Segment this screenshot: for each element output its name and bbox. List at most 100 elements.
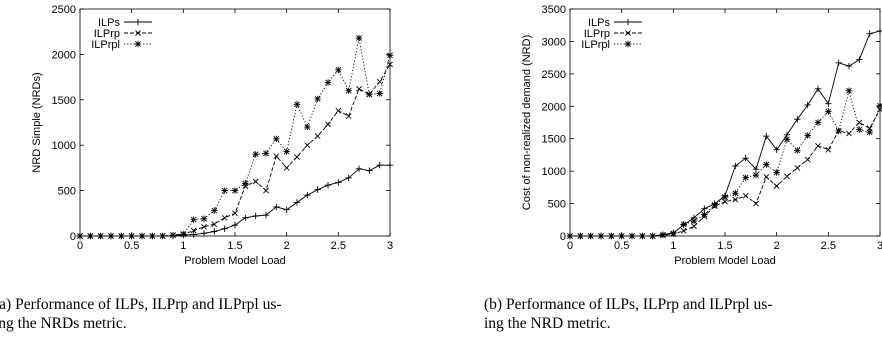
chart-a-series-ILPrpl-point xyxy=(118,232,125,240)
chart-a-series-ILPrp-point xyxy=(190,227,197,234)
chart-b-legend-label-ILPrp: ILPrp xyxy=(584,28,610,40)
chart-a-series-ILPs-point xyxy=(324,181,332,189)
chart-b-x-axis-label: Problem Model Load xyxy=(674,255,776,267)
chart-a-x-tick-label: 1 xyxy=(180,240,186,252)
chart-b-series-ILPs-point xyxy=(804,101,811,109)
chart-a-legend-marker-ILPs xyxy=(134,18,142,26)
chart-b-series-ILPrp-point xyxy=(773,183,780,189)
chart-b-legend-marker-ILPrpl xyxy=(624,40,632,48)
chart-b-x-tick-label: 0.5 xyxy=(614,240,629,252)
caption-a: (a) Performance of ILPs, ILPrp and ILPrp… xyxy=(0,296,282,332)
chart-b-series-ILPrp-point xyxy=(815,142,821,149)
chart-a-legend-label-ILPrpl: ILPrpl xyxy=(91,39,120,51)
chart-a-series-ILPs-point xyxy=(314,186,321,193)
chart-a-series-ILPrpl-point xyxy=(138,232,146,240)
chart-b-series-ILPrpl-point xyxy=(752,171,760,179)
chart-b-series-ILPrpl-point xyxy=(566,232,574,240)
chart-b-series-ILPrp-point xyxy=(794,165,801,171)
chart-b-x-tick-label: 0 xyxy=(567,240,573,252)
chart-a-x-tick-label: 2 xyxy=(284,240,290,252)
chart-a-series-ILPrpl-point xyxy=(376,90,383,97)
chart-b-y-tick-label: 1000 xyxy=(542,166,566,178)
chart-b-series-ILPs-point xyxy=(701,205,708,212)
chart-a-series-ILPrp-point xyxy=(201,224,207,230)
chart-b-series-ILPrp-point xyxy=(691,223,697,230)
chart-a-series-ILPrpl-point xyxy=(252,151,259,158)
chart-a-series-ILPs-point xyxy=(252,212,259,220)
chart-a-series-ILPrpl-point xyxy=(180,230,187,238)
chart-b-series-ILPrpl-point xyxy=(721,193,729,201)
chart-a-series-ILPrp-point xyxy=(335,107,342,114)
chart-a-series-ILPs-point xyxy=(304,191,311,199)
chart-a-series-ILPrp-line xyxy=(80,64,391,237)
chart-a-series-ILPrpl-point xyxy=(231,187,239,194)
chart-b-y-tick-label: 3000 xyxy=(542,36,566,48)
chart-a-series-ILPrpl-point xyxy=(366,91,373,98)
chart-a-series-ILPs-point xyxy=(293,199,301,206)
chart-a-series-ILPs-point xyxy=(262,211,270,219)
chart-a-series-ILPrp-point xyxy=(314,133,321,139)
chart-a-series-ILPrp-point xyxy=(221,214,228,221)
chart-a-series-ILPs-point xyxy=(221,225,228,232)
chart-b-series-ILPrpl-point xyxy=(804,132,811,139)
chart-a-series-ILPrpl-point xyxy=(273,135,280,143)
chart-a-series-ILPs-point xyxy=(335,179,342,186)
chart-a-series-ILPs-point xyxy=(242,214,249,222)
chart-b-y-axis-label: Cost of non-realized demand (NRD) xyxy=(521,35,533,210)
chart-b-series-ILPrpl-point xyxy=(701,211,708,218)
chart-a-series-ILPrp-point xyxy=(273,153,280,159)
chart-a: 0 0.5 1 1.5 2 2.5 3 0 500 1000 1500 2000 2500 Problem… xyxy=(31,4,394,267)
chart-b-series-ILPs-point xyxy=(866,30,873,37)
chart-b-y-tick-label: 500 xyxy=(548,199,566,211)
chart-a-y-tick-label: 1000 xyxy=(52,140,76,152)
chart-a-legend-marker-ILPrp xyxy=(135,30,141,36)
chart-a-series-ILPrpl-point xyxy=(314,95,321,103)
chart-b-series-ILPrpl-point xyxy=(794,147,801,154)
chart-b-series-ILPs-point xyxy=(773,146,780,153)
chart-b-series-ILPrpl-point xyxy=(742,174,749,181)
chart-b-series-ILPrpl-point xyxy=(670,230,677,237)
chart-a-series-ILPrp-point xyxy=(376,78,383,85)
chart-b-y-tick-label: 2500 xyxy=(542,69,566,81)
chart-b-x-tick-label: 1 xyxy=(670,240,676,252)
chart-b-series-ILPs-point xyxy=(763,132,770,140)
chart-b-series-ILPrp-point xyxy=(753,200,759,207)
chart-b-series-ILPs-point xyxy=(732,162,739,170)
chart-a-series-ILPrp-point xyxy=(325,121,331,128)
chart-a-series-ILPs-point xyxy=(376,161,383,169)
chart-a-series-ILPs-point xyxy=(273,203,280,211)
chart-b-series-ILPrpl-line xyxy=(570,88,881,237)
chart-a-series-ILPrpl-point xyxy=(87,232,94,240)
chart-a-series-ILPrpl-point xyxy=(345,87,352,94)
chart-a-series-ILPrpl-point xyxy=(159,232,166,240)
chart-a-series-ILPrpl-point xyxy=(128,232,135,240)
chart-b-series-ILPrpl-point xyxy=(856,126,863,133)
chart-b-series-ILPrpl-point xyxy=(690,217,698,225)
chart-b-series-ILPrp-point xyxy=(804,156,811,163)
chart-b-y-tick-label: 1500 xyxy=(542,134,566,146)
chart-a-legend-marker-ILPrpl xyxy=(134,40,142,48)
chart-b-series-ILPs-point xyxy=(825,100,832,107)
chart-b-x-tick-label: 1.5 xyxy=(717,240,732,252)
chart-b-series-ILPs-point xyxy=(856,56,863,63)
chart-a-series-ILPrp-point xyxy=(356,86,362,92)
chart-a-x-axis-label: Problem Model Load xyxy=(184,255,286,267)
chart-a-series-ILPs-point xyxy=(366,167,373,174)
chart-a-y-tick-label: 1500 xyxy=(52,95,76,107)
chart-b-series-ILPrpl-point xyxy=(680,221,687,228)
chart-b-legend-marker-ILPs xyxy=(624,18,632,26)
chart-b-series-ILPrp-point xyxy=(680,227,687,234)
chart-b-series-ILPrp-point xyxy=(722,198,728,205)
chart-b-series-ILPrpl-point xyxy=(597,232,605,240)
chart-b-series-ILPrp-line xyxy=(570,109,881,237)
chart-b-series-ILPrp-point xyxy=(732,196,739,203)
chart-a-series-ILPrpl-point xyxy=(107,232,115,240)
chart-a-legend-label-ILPs: ILPs xyxy=(98,17,121,29)
chart-b-series-ILPrpl-point xyxy=(845,87,853,94)
chart-a-series-ILPrpl-point xyxy=(221,187,228,194)
chart-a-series-ILPrpl-point xyxy=(200,215,208,222)
chart-b-series-ILPrpl-point xyxy=(814,119,822,126)
chart-b-series-ILPs-point xyxy=(814,85,822,92)
chart-b-series-ILPrpl-point xyxy=(773,169,780,176)
chart-b-x-tick-label: 3 xyxy=(877,240,882,252)
